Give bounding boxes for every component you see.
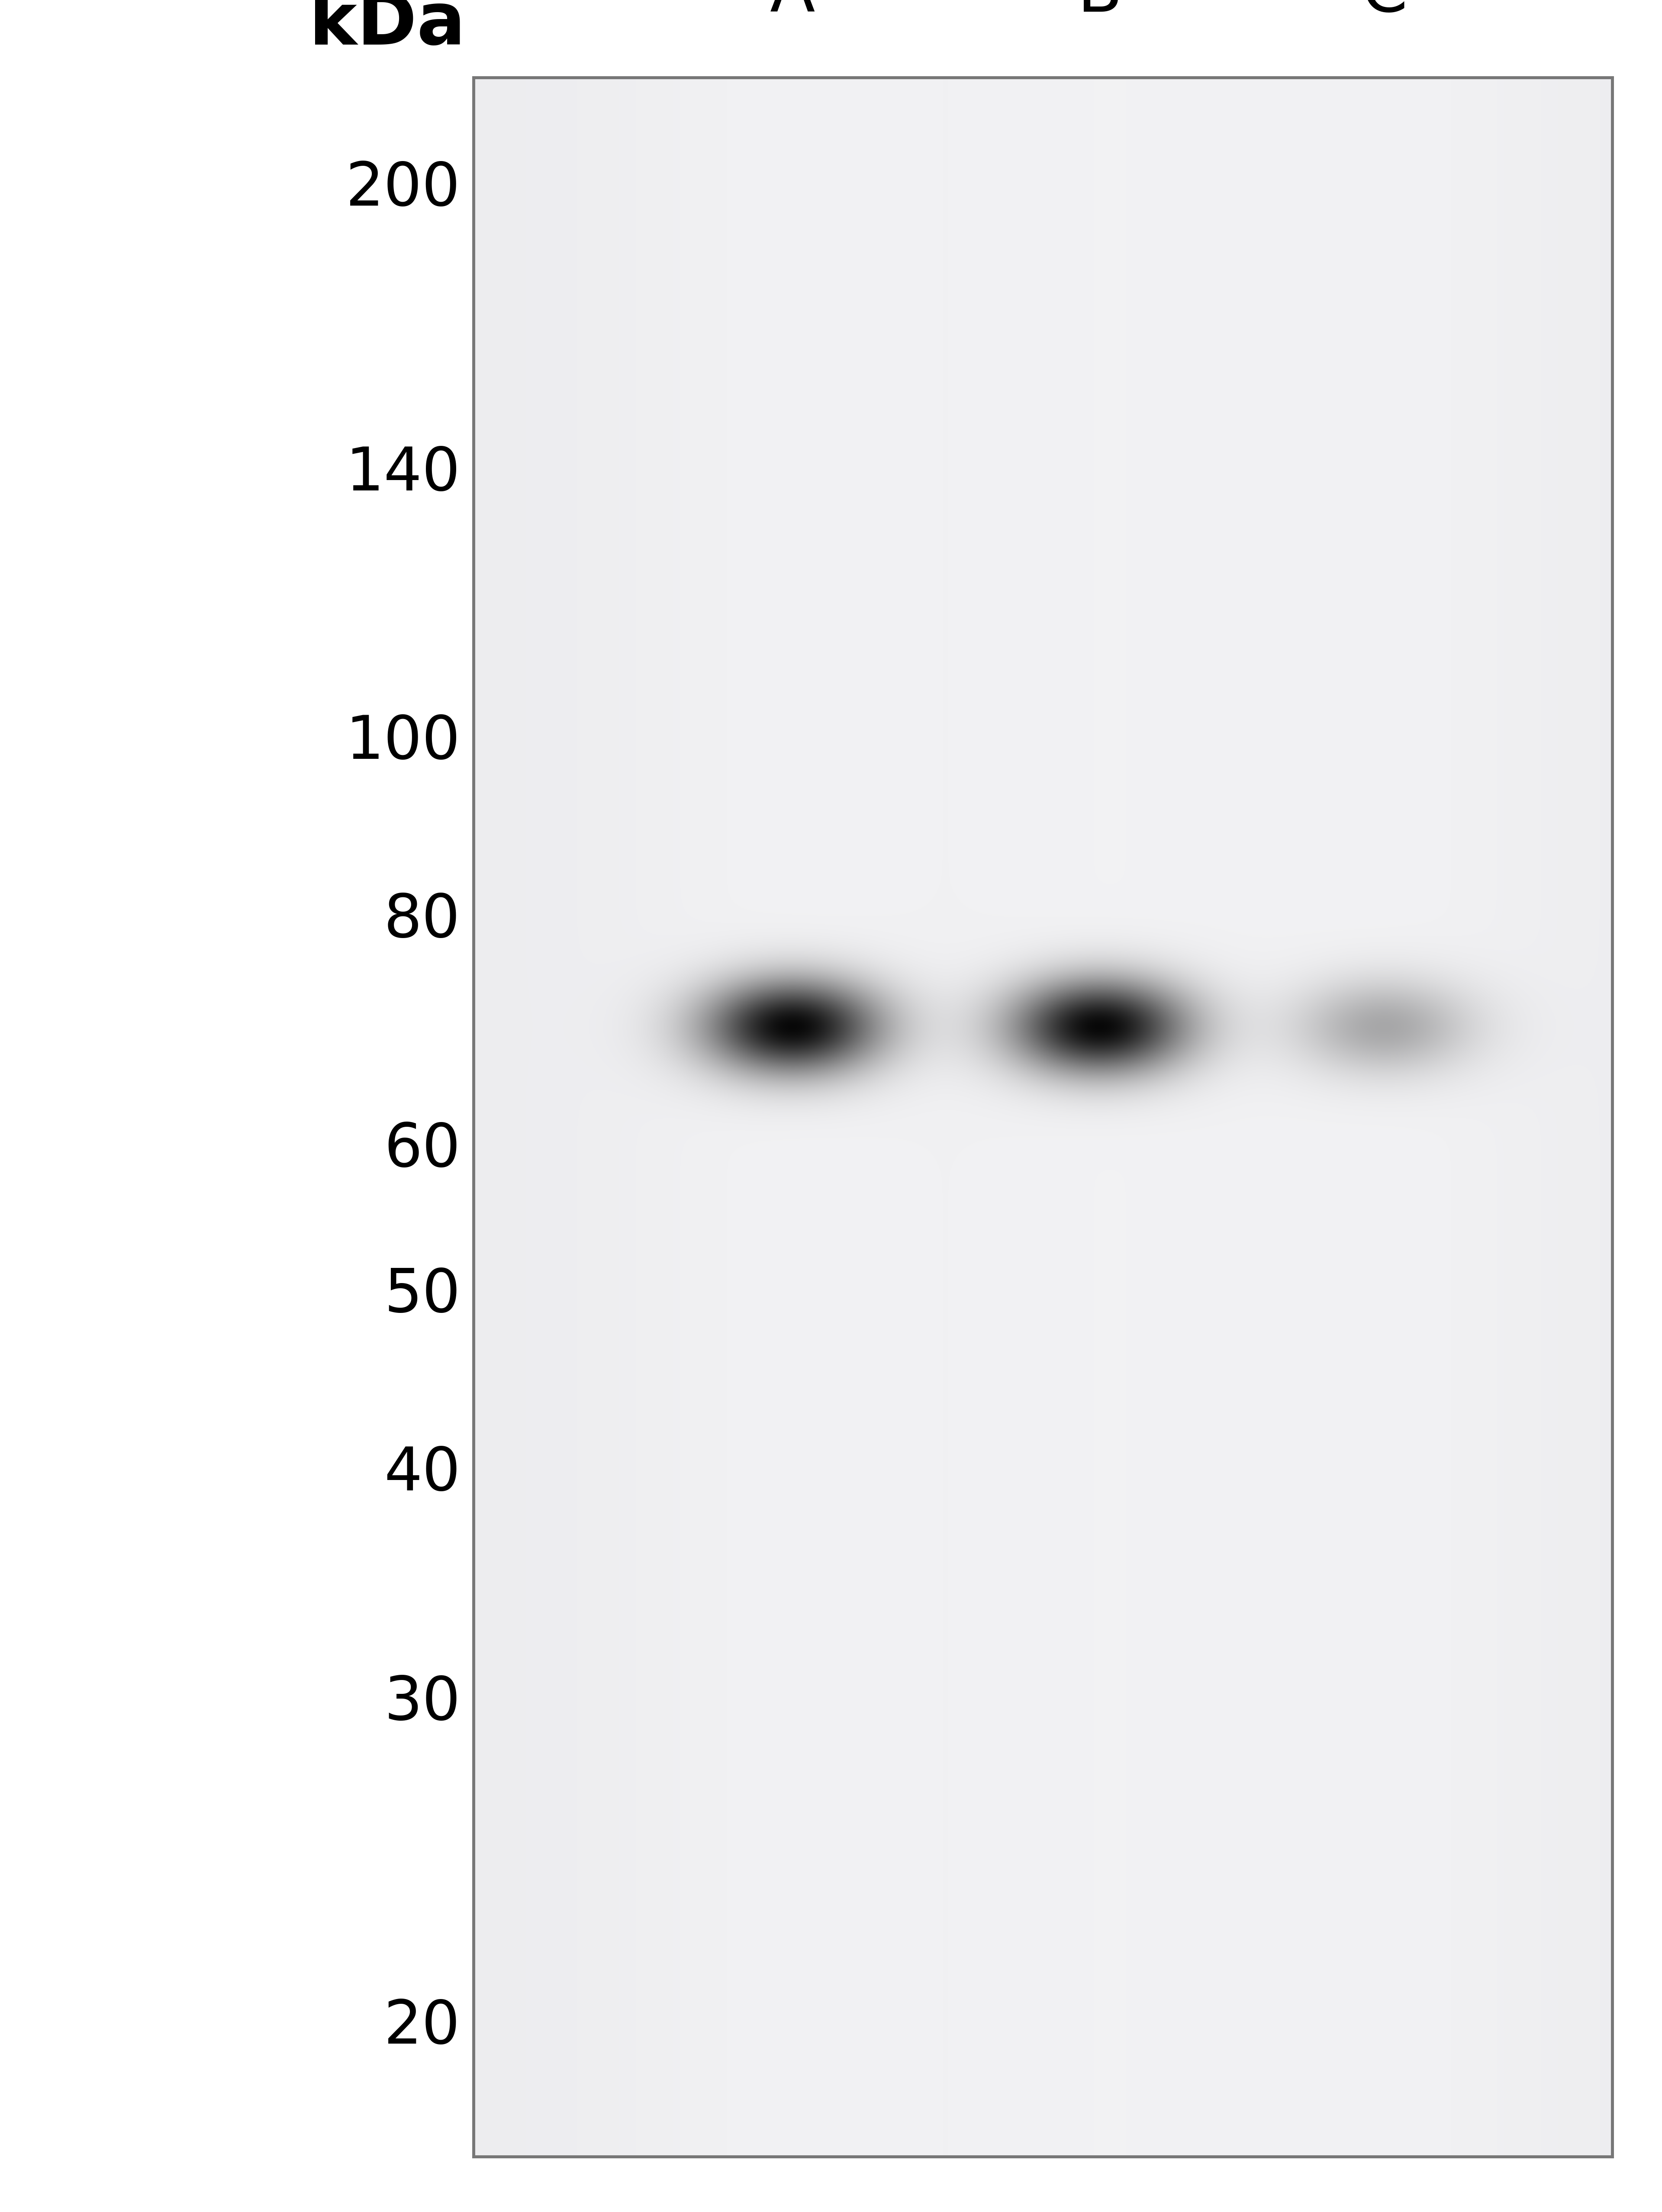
Text: 50: 50 — [384, 1265, 460, 1325]
Text: 20: 20 — [384, 1997, 460, 2057]
Text: 60: 60 — [384, 1121, 460, 1179]
Text: 140: 140 — [346, 445, 460, 502]
Text: B: B — [1077, 0, 1122, 27]
Text: 30: 30 — [384, 1674, 460, 1732]
Text: 100: 100 — [346, 712, 460, 772]
Text: 200: 200 — [346, 159, 460, 219]
Text: 40: 40 — [384, 1444, 460, 1502]
Text: A: A — [770, 0, 814, 27]
Text: kDa: kDa — [309, 0, 465, 60]
Text: C: C — [1361, 0, 1408, 27]
Text: 80: 80 — [384, 891, 460, 949]
